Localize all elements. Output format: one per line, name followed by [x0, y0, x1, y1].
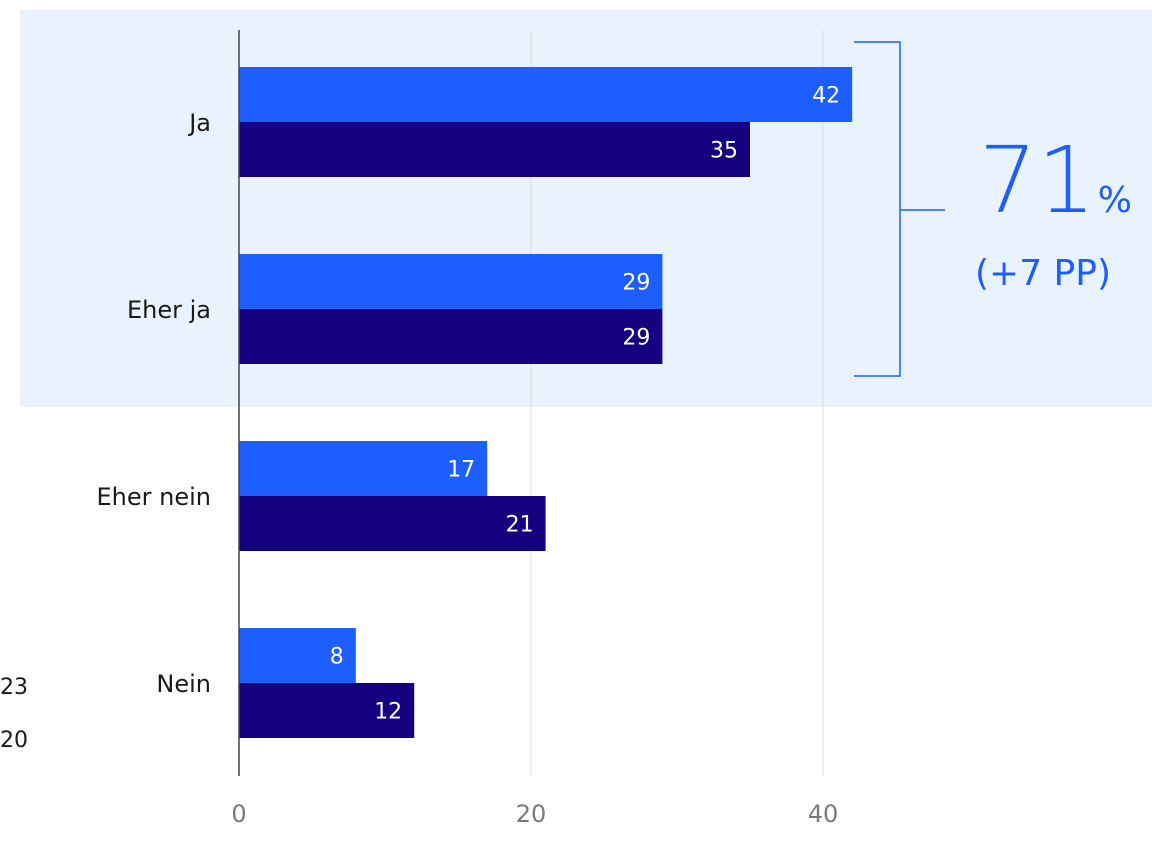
legend: 2023 2020	[0, 675, 28, 753]
x-tick-20: 20	[516, 800, 547, 828]
bar-ja-2020-label: 35	[710, 139, 738, 164]
category-labels: Ja Eher ja Eher nein Nein	[97, 109, 212, 698]
x-tick-40: 40	[808, 800, 839, 828]
bar-ja-2020	[239, 122, 750, 177]
category-label-nein: Nein	[156, 670, 211, 698]
bar-nein-2020-label: 12	[374, 700, 402, 725]
category-label-ja: Ja	[187, 109, 211, 137]
bar-nein-2020	[239, 683, 415, 738]
bar-nein-2023	[239, 628, 356, 683]
bar-eher-nein-2023	[239, 441, 488, 496]
summary-change: (+7 PP)	[975, 253, 1111, 294]
bar-eher-nein-2023-label: 17	[447, 458, 475, 483]
bar-eher-nein-2020	[239, 496, 546, 551]
bar-ja-2023-label: 42	[812, 84, 840, 109]
bar-nein-2023-label: 8	[330, 645, 344, 670]
highlight-bracket	[854, 41, 945, 377]
bar-eher-ja-2023-label: 29	[622, 271, 650, 296]
bars: 42 35 29 29 17 21 8 12	[239, 67, 853, 738]
category-label-eher-ja: Eher ja	[127, 296, 211, 324]
x-tick-0: 0	[231, 800, 246, 828]
summary-unit: %	[1098, 180, 1132, 221]
x-tick-labels: 0 20 40	[231, 800, 838, 828]
bar-eher-ja-2020	[239, 309, 663, 364]
bar-eher-ja-2020-label: 29	[622, 326, 650, 351]
legend-label-2023: 2023	[0, 675, 28, 700]
bar-ja-2023	[239, 67, 853, 122]
summary-value: 71	[979, 127, 1096, 234]
bar-eher-nein-2020-label: 21	[506, 513, 534, 538]
bar-eher-ja-2023	[239, 254, 663, 309]
category-label-eher-nein: Eher nein	[97, 483, 212, 511]
summary-percent: 71%	[979, 127, 1132, 234]
legend-label-2020: 2020	[0, 728, 28, 753]
